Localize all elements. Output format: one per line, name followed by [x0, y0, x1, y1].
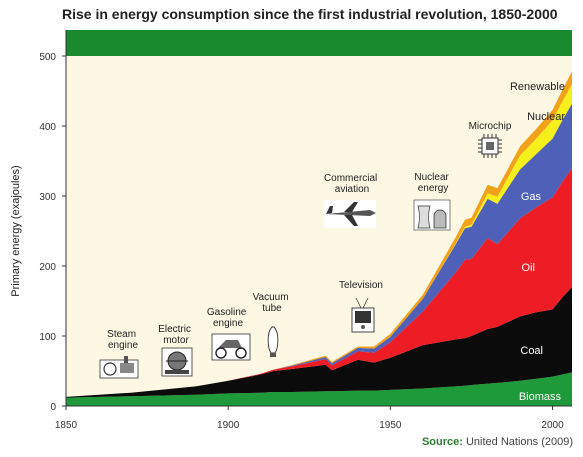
vacuum-tube-icon — [267, 326, 279, 357]
series-label-oil: Oil — [522, 262, 535, 274]
area-coal — [66, 287, 572, 398]
annotation-line: tube — [262, 303, 282, 314]
annotation-line: Commercial — [324, 173, 377, 184]
area-biomass — [66, 372, 572, 406]
chart-title: Rise in energy consumption since the fir… — [62, 6, 558, 22]
annotation-line: Nuclear — [414, 172, 449, 183]
series-label-renewable: Renewable — [510, 81, 565, 93]
annotation-label-television: Television — [339, 280, 383, 291]
annotation-line: aviation — [335, 184, 369, 195]
annotation-line: Gasoline — [207, 307, 247, 318]
y-tick-label: 0 — [50, 402, 56, 413]
annotation-line: engine — [213, 318, 243, 329]
annotation-label-steam-engine: Steam engine — [107, 329, 139, 351]
annotation-line: Electric — [158, 324, 191, 335]
annotation-electric-motor: Electric motor — [158, 324, 194, 377]
series-label-coal: Coal — [520, 345, 543, 357]
annotation-label-electric-motor: Electric motor — [158, 324, 194, 346]
y-tick-label: 400 — [39, 122, 56, 133]
series-label-gas: Gas — [521, 191, 542, 203]
annotation-television: Television — [339, 280, 383, 333]
television-icon — [351, 297, 375, 333]
y-tick-label: 200 — [39, 262, 56, 273]
source-label: Source: — [421, 436, 463, 448]
area-gas — [66, 103, 572, 397]
annotation-label-commercial-aviation: Commercial aviation — [324, 173, 380, 195]
y-tick-label: 500 — [39, 52, 56, 63]
electric-motor-icon — [161, 347, 193, 377]
x-tick-label: 1850 — [55, 420, 78, 431]
top-banner — [66, 30, 572, 56]
source-text: United Nations (2009) — [465, 436, 573, 448]
area-oil — [66, 168, 572, 397]
car-icon — [211, 333, 251, 361]
y-axis-title: Primary energy (exajoules) — [10, 165, 22, 296]
x-tick-label: 2000 — [541, 420, 564, 431]
x-tick-label: 1950 — [379, 420, 402, 431]
series-label-nuclear: Nuclear — [527, 111, 565, 123]
annotation-commercial-aviation: Commercial aviation — [324, 173, 380, 228]
annotation-line: Television — [339, 280, 383, 291]
annotation-gasoline-engine: Gasoline engine — [207, 307, 251, 361]
y-tick-label: 100 — [39, 332, 56, 343]
annotation-nuclear-energy: Nuclear energy — [413, 172, 451, 231]
annotation-line: energy — [418, 183, 449, 194]
nuclear-plant-icon — [413, 199, 451, 231]
annotation-label-nuclear-energy: Nuclear energy — [414, 172, 451, 194]
annotation-line: Microchip — [469, 121, 512, 132]
annotation-line: motor — [163, 335, 189, 346]
annotation-line: Vacuum — [253, 292, 289, 303]
annotation-line: engine — [108, 340, 138, 351]
area-layers — [66, 71, 572, 406]
y-tick-label: 300 — [39, 192, 56, 203]
annotation-label-vacuum-tube: Vacuum tube — [253, 292, 292, 314]
series-labels: Renewable Nuclear Gas Oil Coal Biomass — [510, 81, 565, 403]
annotation-steam-engine: Steam engine — [99, 329, 139, 379]
annotation-line: Steam — [107, 329, 136, 340]
annotation-microchip: Microchip — [469, 121, 512, 158]
microchip-icon — [478, 134, 502, 158]
annotations: Steam engine Electric motor — [99, 121, 512, 379]
annotation-label-microchip: Microchip — [469, 121, 512, 132]
source-note: Source: United Nations (2009) — [422, 436, 573, 448]
x-tick-label: 1900 — [217, 420, 240, 431]
axes: 0 100 200 300 400 500 1850 1900 1950 2000 Primary … — [10, 30, 572, 431]
airplane-icon — [324, 200, 376, 228]
annotation-vacuum-tube: Vacuum tube — [253, 292, 292, 357]
steam-engine-icon — [99, 356, 139, 379]
annotation-label-gasoline-engine: Gasoline engine — [207, 307, 249, 329]
series-label-biomass: Biomass — [519, 391, 562, 403]
